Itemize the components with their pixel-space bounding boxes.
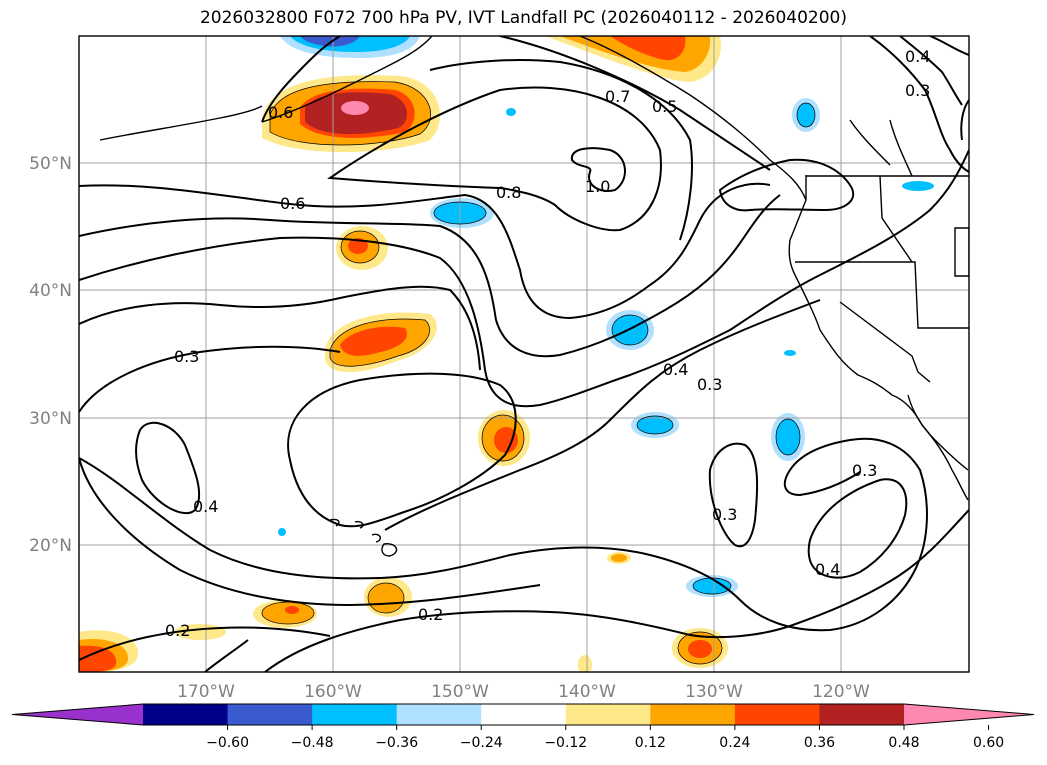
contour-label: 0.8	[496, 183, 521, 202]
colorbar-tick-label: −0.24	[460, 735, 503, 751]
colorbar-tick-label: −0.36	[375, 735, 418, 751]
colorbar-tick-label: −0.12	[544, 735, 587, 751]
lat-label: 40°N	[29, 281, 72, 301]
colorbar-outline	[11, 703, 1035, 726]
colorbar-tick-label: −0.48	[291, 735, 334, 751]
contour-label: 0.7	[605, 87, 630, 106]
contour-label: 0.3	[174, 347, 199, 366]
colorbar-tick-label: −0.60	[206, 735, 249, 751]
contour-label: 0.5	[652, 97, 677, 116]
lon-label: 170°W	[177, 682, 235, 702]
map-background	[79, 36, 969, 672]
contour-label: 0.2	[418, 605, 443, 624]
contour-label: 0.2	[165, 621, 190, 640]
colorbar-tick-label: 0.12	[635, 735, 666, 751]
contour-label: 0.3	[712, 505, 737, 524]
colorbar-tick-label: 0.36	[804, 735, 835, 751]
lat-label: 30°N	[29, 409, 72, 429]
lat-label: 50°N	[29, 154, 72, 174]
colorbar-tick-label: 0.48	[888, 735, 919, 751]
contour-label-group: 0.6 0.6 0.8 1.0 0.7 0.5 0.4 0.3 0.4 0.3 …	[165, 47, 930, 640]
contour-label: 0.4	[815, 560, 840, 579]
lat-label: 20°N	[29, 536, 72, 556]
lon-label: 140°W	[558, 682, 616, 702]
contour-label: 0.4	[193, 497, 218, 516]
contour-label: 0.6	[268, 103, 293, 122]
lon-label: 160°W	[304, 682, 362, 702]
contour-label: 0.4	[663, 360, 688, 379]
colorbar-bin	[396, 704, 482, 725]
colorbar-tick-label: 0.60	[973, 735, 1004, 751]
colorbar-bin	[481, 704, 567, 725]
ivt-contours	[79, 36, 969, 672]
contour-label: 1.0	[585, 177, 610, 196]
colorbar-bin	[650, 704, 736, 725]
colorbar-bin	[143, 704, 229, 725]
colorbar: −0.60 −0.48 −0.36 −0.24 −0.12 0.12 0.24 0.36 0.4…	[11, 703, 1035, 751]
colorbar-bin	[819, 704, 905, 725]
latitude-labels: 50°N 40°N 30°N 20°N	[29, 154, 72, 556]
colorbar-bin	[312, 704, 398, 725]
longitude-labels: 170°W 160°W 150°W 140°W 130°W 120°W	[177, 682, 870, 702]
map-area: 0.6 0.6 0.8 1.0 0.7 0.5 0.4 0.3 0.4 0.3 …	[79, 36, 969, 672]
map-frame	[78, 35, 970, 673]
figure-title: 2026032800 F072 700 hPa PV, IVT Landfall…	[199, 8, 847, 28]
colorbar-extend-high	[904, 704, 1034, 725]
pv-outlines	[261, 81, 816, 665]
contour-label: 0.6	[280, 194, 305, 213]
contour-label: 0.3	[697, 375, 722, 394]
lon-label: 150°W	[431, 682, 489, 702]
contour-label: 0.4	[905, 47, 930, 66]
colorbar-bin	[734, 704, 820, 725]
colorbar-bin	[565, 704, 651, 725]
contour-label: 0.3	[852, 461, 877, 480]
colorbar-tick-label: 0.24	[719, 735, 750, 751]
contour-label: 0.3	[905, 81, 930, 100]
coastlines	[99, 36, 969, 557]
colorbar-extend-low	[12, 704, 143, 725]
lon-label: 130°W	[685, 682, 743, 702]
lon-label: 120°W	[812, 682, 870, 702]
colorbar-bin	[227, 704, 313, 725]
